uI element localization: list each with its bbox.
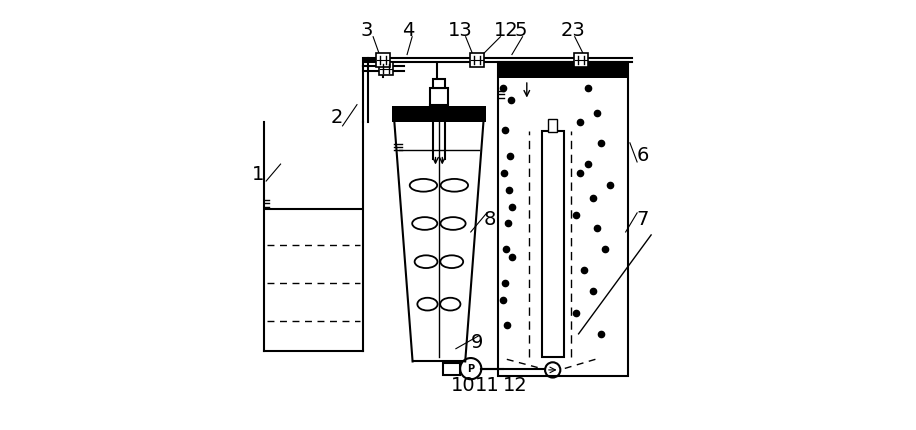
Bar: [379, 62, 393, 75]
Bar: [392, 106, 485, 123]
Bar: [443, 363, 460, 375]
Text: 8: 8: [484, 210, 496, 229]
Text: 7: 7: [637, 210, 649, 229]
Text: P: P: [467, 364, 474, 374]
Bar: [549, 119, 557, 132]
Bar: [376, 53, 389, 67]
Text: 11: 11: [475, 376, 500, 395]
Bar: [541, 131, 563, 357]
Text: 12: 12: [503, 376, 528, 395]
Bar: [498, 62, 627, 376]
Text: 2: 2: [331, 108, 344, 127]
Text: 3: 3: [361, 21, 373, 40]
Text: 9: 9: [471, 333, 484, 352]
Text: 6: 6: [637, 146, 649, 165]
Text: 13: 13: [448, 21, 473, 40]
Text: 10: 10: [452, 376, 475, 395]
Text: 23: 23: [561, 21, 585, 40]
Text: 1: 1: [252, 165, 265, 184]
Text: 4: 4: [402, 21, 415, 40]
Bar: [430, 88, 448, 105]
Text: 5: 5: [514, 21, 527, 40]
Text: 12: 12: [494, 21, 518, 40]
Bar: [470, 53, 484, 67]
Bar: [432, 79, 445, 88]
Bar: [574, 53, 588, 67]
Bar: [498, 61, 628, 78]
